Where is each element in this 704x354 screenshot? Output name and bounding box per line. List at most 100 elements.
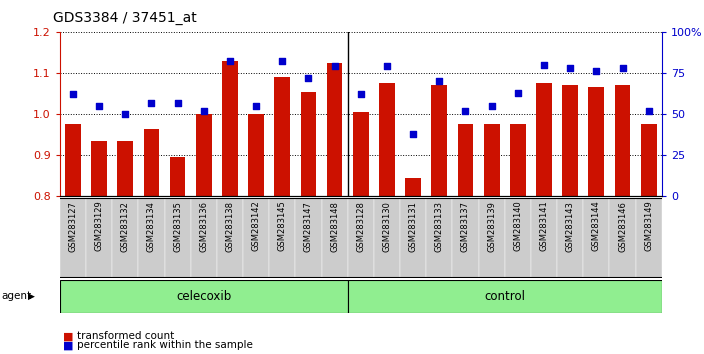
Bar [139, 198, 165, 278]
Bar [484, 125, 500, 196]
Bar [453, 198, 479, 278]
Text: transformed count: transformed count [77, 331, 175, 341]
Bar [217, 198, 243, 278]
Bar [610, 198, 636, 278]
Text: GSM283149: GSM283149 [644, 201, 653, 251]
Point [591, 69, 602, 74]
Bar [249, 114, 264, 196]
Point [225, 59, 236, 64]
Text: celecoxib: celecoxib [176, 290, 232, 303]
Text: control: control [484, 290, 525, 303]
Bar [562, 85, 578, 196]
Bar [374, 198, 400, 278]
Bar [243, 198, 269, 278]
Bar [353, 112, 369, 196]
Text: GDS3384 / 37451_at: GDS3384 / 37451_at [53, 11, 196, 25]
Bar [636, 198, 662, 278]
Point [565, 65, 576, 71]
Point [303, 75, 314, 81]
Bar [301, 92, 316, 196]
Text: ▶: ▶ [28, 292, 35, 301]
Bar [348, 280, 662, 313]
Bar [379, 83, 395, 196]
Text: GSM283127: GSM283127 [68, 201, 77, 251]
Point [355, 92, 366, 97]
Point [408, 131, 419, 137]
Text: GSM283146: GSM283146 [618, 201, 627, 251]
Bar [275, 77, 290, 196]
Text: agent: agent [1, 291, 32, 302]
Text: GSM283134: GSM283134 [147, 201, 156, 251]
Bar [510, 125, 526, 196]
Point [539, 62, 550, 68]
Text: GSM283145: GSM283145 [278, 201, 287, 251]
Text: GSM283139: GSM283139 [487, 201, 496, 251]
Text: ■: ■ [63, 331, 74, 341]
Text: GSM283143: GSM283143 [565, 201, 574, 251]
Bar [86, 198, 112, 278]
Point [198, 108, 209, 114]
Point [251, 103, 262, 109]
Point [643, 108, 654, 114]
Bar [322, 198, 348, 278]
Bar [196, 114, 212, 196]
Text: GSM283140: GSM283140 [513, 201, 522, 251]
Bar [641, 125, 657, 196]
Text: GSM283128: GSM283128 [356, 201, 365, 251]
Bar [170, 158, 185, 196]
Text: GSM283136: GSM283136 [199, 201, 208, 252]
Point [172, 100, 183, 105]
Text: ■: ■ [63, 340, 74, 350]
Text: GSM283132: GSM283132 [121, 201, 130, 251]
Bar [327, 63, 342, 196]
Text: GSM283130: GSM283130 [382, 201, 391, 251]
Text: GSM283137: GSM283137 [461, 201, 470, 252]
Point [120, 111, 131, 117]
Bar [531, 198, 557, 278]
Point [146, 100, 157, 105]
Text: GSM283148: GSM283148 [330, 201, 339, 251]
Point [434, 79, 445, 84]
Point [329, 64, 340, 69]
Bar [583, 198, 610, 278]
Bar [536, 83, 552, 196]
Bar [144, 129, 159, 196]
Bar [118, 141, 133, 196]
Point [382, 64, 393, 69]
Text: GSM283135: GSM283135 [173, 201, 182, 251]
Bar [65, 125, 81, 196]
Text: GSM283141: GSM283141 [539, 201, 548, 251]
Point [513, 90, 524, 96]
Text: GSM283144: GSM283144 [592, 201, 601, 251]
Point [460, 108, 471, 114]
Point [68, 92, 79, 97]
Point [486, 103, 497, 109]
Bar [112, 198, 139, 278]
Bar [505, 198, 531, 278]
Text: GSM283138: GSM283138 [225, 201, 234, 252]
Bar [191, 198, 217, 278]
Text: GSM283147: GSM283147 [304, 201, 313, 251]
Bar [406, 178, 421, 196]
Bar [165, 198, 191, 278]
Bar [426, 198, 453, 278]
Bar [557, 198, 583, 278]
Bar [432, 85, 447, 196]
Bar [222, 61, 238, 196]
Bar [400, 198, 426, 278]
Bar [60, 280, 348, 313]
Bar [458, 125, 473, 196]
Bar [296, 198, 322, 278]
Point [617, 65, 628, 71]
Point [277, 59, 288, 64]
Text: GSM283129: GSM283129 [94, 201, 103, 251]
Bar [589, 87, 604, 196]
Bar [60, 198, 86, 278]
Text: GSM283142: GSM283142 [251, 201, 260, 251]
Bar [615, 85, 630, 196]
Bar [479, 198, 505, 278]
Bar [269, 198, 296, 278]
Text: GSM283131: GSM283131 [408, 201, 417, 251]
Bar [92, 141, 107, 196]
Text: GSM283133: GSM283133 [435, 201, 444, 252]
